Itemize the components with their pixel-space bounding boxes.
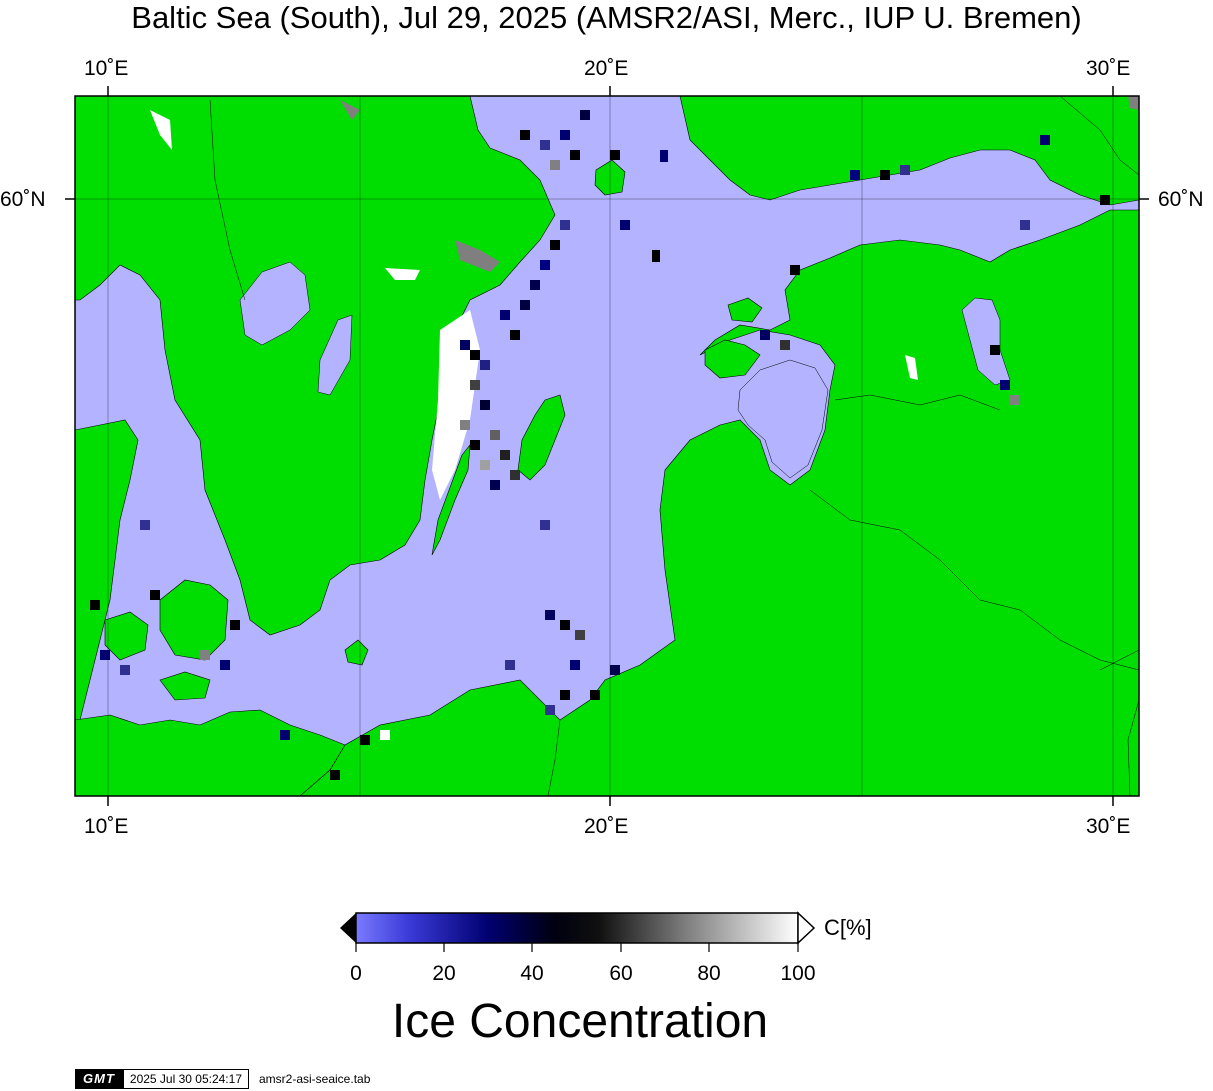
map-area [75,96,1139,796]
lake-vattern [317,314,353,396]
colorbar-high-triangle [797,911,816,945]
colorbar-tick-60: 60 [609,962,633,985]
land-funen [104,611,149,661]
land-gotland [517,394,566,481]
colorbar-unit: C[%] [824,915,872,940]
land-lolland [159,671,211,701]
bottom-lon-label-30: 30˚E [1086,815,1131,838]
bottom-lon-label-10: 10˚E [84,815,129,838]
land-zealand [159,579,229,661]
colorbar-title: Ice Concentration [391,995,769,1048]
ice-white-1 [432,310,480,500]
coast-gray-1 [455,240,500,272]
colorbar-low-triangle [340,913,356,943]
map-title: Baltic Sea (South), Jul 29, 2025 (AMSR2/… [131,0,1082,35]
ice-pixels-denmark [90,520,340,780]
ice-white-2 [150,110,172,150]
ice-white-3 [385,268,420,280]
coast-gray-3 [1128,96,1139,110]
land-saaremaa [704,339,761,379]
border-russia-south [1127,699,1139,796]
border-lithuania-belarus [1099,649,1139,671]
tick-marks [65,86,1149,806]
land-baltic-states [299,209,1139,796]
colorbar-tick-80: 80 [697,962,721,985]
filename: amsr2-asi-seaice.tab [259,1072,371,1086]
gulf-of-riga [737,359,829,479]
lake-vanern [239,261,311,346]
border-finland-russia [1059,96,1139,176]
ice-pixels-gulf-of-bothnia [520,110,668,262]
border-sweden-norway [209,99,246,301]
lake-peipus [961,297,1011,386]
colorbar-tick-0: 0 [350,962,362,985]
land-hiiumaa [727,297,763,323]
ice-pixels-west-gotland [460,220,570,530]
colorbar-tick-20: 20 [432,962,456,985]
top-lon-label-30: 30˚E [1086,57,1131,80]
colorbar-tick-100: 100 [780,962,816,985]
top-lon-label-10: 10˚E [84,57,129,80]
ice-pixels-finland-coast [760,135,1110,405]
gmt-logo: GMT [75,1069,123,1089]
colorbar [340,911,816,952]
colorbar-tick-40: 40 [520,962,544,985]
border-estonia-latvia [834,394,1001,411]
ice-white-4 [905,355,918,380]
coast-gray-2 [340,100,360,120]
colorbar-gradient [355,912,799,944]
footer: GMT 2025 Jul 30 05:24:17 amsr2-asi-seaic… [75,1069,370,1089]
right-lat-label-60: 60˚N [1158,188,1204,211]
land-bornholm [344,639,369,666]
border-latvia-lithuania [809,489,1139,671]
timestamp: 2025 Jul 30 05:24:17 [122,1069,249,1089]
border-lithuania-poland [547,719,561,796]
land-germany [75,709,346,796]
top-lon-label-20: 20˚E [584,57,629,80]
land-oland [431,444,471,556]
bottom-lon-label-20: 20˚E [584,815,629,838]
map-frame [74,95,1140,797]
ice-pixels-south [360,610,620,745]
left-lat-label-60: 60˚N [0,188,46,211]
land-scandinavia [75,96,556,636]
